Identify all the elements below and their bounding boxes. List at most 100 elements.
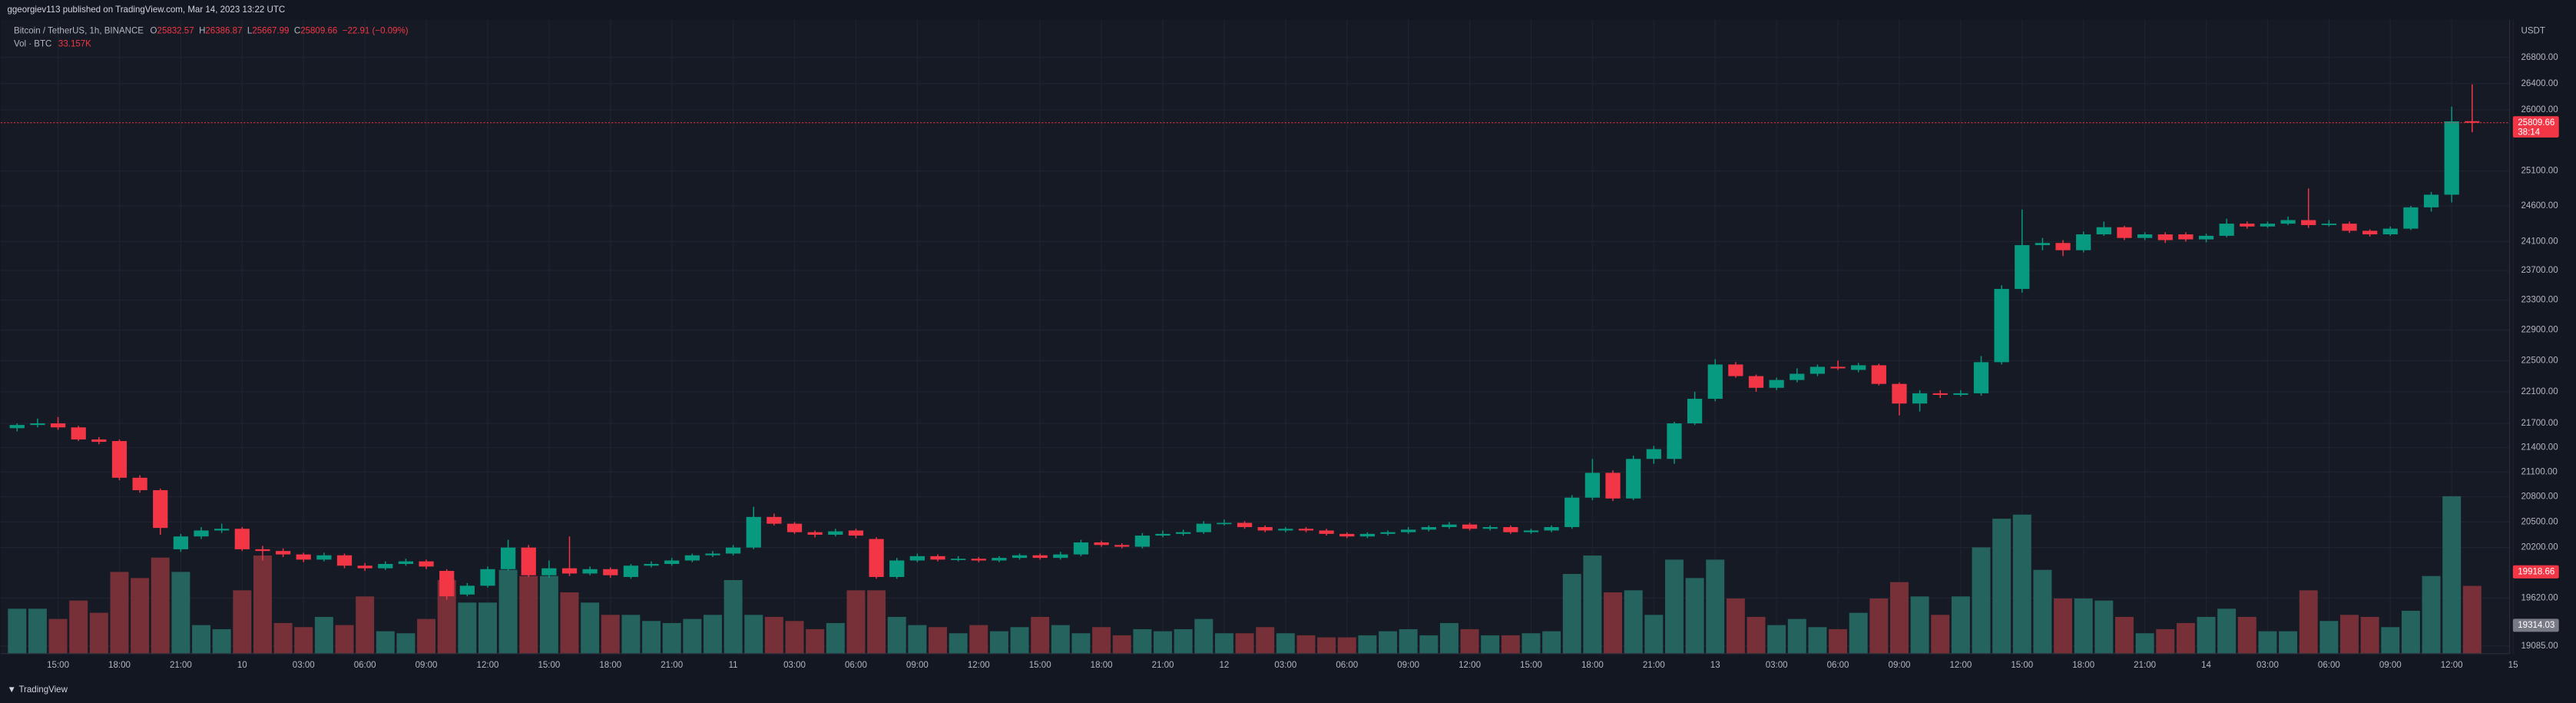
volume-bar bbox=[1829, 628, 1848, 654]
volume-bar bbox=[356, 596, 375, 654]
candle-body bbox=[1809, 366, 1826, 374]
candle-body bbox=[561, 568, 578, 574]
candle-body bbox=[419, 561, 434, 567]
volume-bar bbox=[2156, 628, 2175, 654]
volume-bar bbox=[1337, 637, 1356, 654]
candle-body bbox=[1748, 376, 1764, 388]
candle-body bbox=[398, 561, 414, 565]
candle-body bbox=[909, 555, 925, 561]
candle-body bbox=[2137, 234, 2153, 238]
candle-body bbox=[316, 555, 332, 560]
volume-bar bbox=[1460, 628, 1479, 654]
candle-body bbox=[1564, 497, 1580, 528]
candle-body bbox=[2198, 235, 2214, 240]
candle-body bbox=[153, 489, 168, 529]
volume-bar bbox=[131, 578, 150, 654]
volume-bar bbox=[581, 602, 600, 654]
x-tick-label: 09:00 bbox=[1397, 661, 1419, 670]
volume-bar bbox=[2422, 575, 2441, 654]
volume-bar bbox=[1419, 635, 1439, 654]
candle-body bbox=[30, 423, 45, 426]
volume-bar bbox=[887, 616, 906, 654]
ohlc-value: 26386.87 bbox=[205, 27, 242, 36]
y-tick-label: 23700.00 bbox=[2521, 266, 2558, 275]
candle-body bbox=[623, 565, 639, 577]
candle-body bbox=[1953, 393, 1968, 395]
y-tick-label: 20800.00 bbox=[2521, 492, 2558, 502]
volume-bar bbox=[539, 575, 558, 654]
change: −22.91 (−0.09%) bbox=[343, 27, 409, 36]
volume-bar bbox=[1031, 616, 1050, 654]
volume-bar bbox=[1358, 635, 1377, 654]
volume-bar bbox=[1889, 582, 1909, 654]
x-tick-label: 15 bbox=[2508, 661, 2518, 670]
candle-body bbox=[2444, 121, 2459, 195]
candle-body bbox=[2219, 224, 2234, 236]
volume-bar bbox=[2462, 585, 2482, 654]
volume-bar bbox=[2115, 616, 2134, 654]
x-tick-label: 03:00 bbox=[1766, 661, 1788, 670]
x-tick-label: 06:00 bbox=[354, 661, 376, 670]
volume-bar bbox=[2442, 496, 2462, 654]
candle-body bbox=[726, 547, 741, 554]
y-tick-label: 20500.00 bbox=[2521, 517, 2558, 526]
candle-body bbox=[2280, 220, 2296, 224]
volume-bar bbox=[2217, 608, 2237, 654]
candle-body bbox=[521, 547, 536, 575]
candle-body bbox=[296, 554, 311, 560]
candle-body bbox=[1421, 527, 1436, 530]
x-tick-label: 03:00 bbox=[1274, 661, 1296, 670]
volume-bar bbox=[929, 627, 947, 654]
volume-bar bbox=[2054, 598, 2073, 654]
price-pane bbox=[9, 84, 2480, 600]
volume-bar bbox=[1194, 618, 1214, 654]
candle-body bbox=[1523, 530, 1539, 532]
candle-body bbox=[500, 547, 516, 569]
candle-body bbox=[951, 559, 966, 560]
x-tick-label: 21:00 bbox=[1152, 661, 1174, 670]
y-tick-label: 26400.00 bbox=[2521, 79, 2558, 88]
y-tick-label: 22500.00 bbox=[2521, 356, 2558, 365]
volume-bar bbox=[846, 590, 866, 654]
y-tick-label: 25100.00 bbox=[2521, 167, 2558, 176]
candle-body bbox=[378, 564, 393, 569]
ohlc-legend: Bitcoin / TetherUS, 1h, BINANCE O25832.57… bbox=[14, 27, 409, 36]
y-tick-label: 22900.00 bbox=[2521, 326, 2558, 335]
candle-body bbox=[439, 571, 455, 597]
volume-bar bbox=[28, 608, 47, 654]
volume-bar bbox=[723, 580, 743, 654]
volume-bar bbox=[744, 615, 763, 654]
volume-bar bbox=[1562, 574, 1581, 654]
volume-bar bbox=[642, 621, 661, 654]
volume-bar bbox=[1256, 627, 1275, 654]
volume-bar bbox=[1644, 615, 1664, 654]
candle-body bbox=[357, 565, 372, 569]
candle-body bbox=[111, 441, 127, 478]
volume-bar bbox=[458, 602, 477, 654]
volume-bar bbox=[1071, 633, 1091, 654]
volume-bar bbox=[519, 575, 538, 654]
x-tick-label: 21:00 bbox=[661, 661, 683, 670]
candle-body bbox=[480, 569, 495, 586]
x-tick-label: 18:00 bbox=[599, 661, 621, 670]
volume-bar bbox=[1787, 618, 1806, 654]
volume-bar bbox=[2258, 631, 2277, 654]
volume-bar bbox=[69, 600, 88, 654]
candle-body bbox=[582, 569, 598, 574]
volume-bar bbox=[2279, 631, 2298, 654]
volume-bar bbox=[1092, 627, 1111, 654]
x-tick-label: 12 bbox=[1220, 661, 1230, 670]
candle-body bbox=[275, 551, 291, 555]
volume-bar bbox=[2135, 633, 2154, 654]
y-tick-label: 26800.00 bbox=[2521, 53, 2558, 62]
volume-bar bbox=[1849, 612, 1868, 654]
volume-bar bbox=[2197, 616, 2216, 654]
volume-bar bbox=[1112, 635, 1131, 654]
candle-body bbox=[2157, 234, 2173, 240]
x-tick-label: 09:00 bbox=[2379, 661, 2402, 670]
volume-bar bbox=[1542, 631, 1561, 654]
x-tick-label: 15:00 bbox=[1029, 661, 1051, 670]
x-tick-label: 12:00 bbox=[477, 661, 499, 670]
x-tick-label: 13 bbox=[1710, 661, 1720, 670]
ohlc-value: 25809.66 bbox=[300, 27, 337, 36]
